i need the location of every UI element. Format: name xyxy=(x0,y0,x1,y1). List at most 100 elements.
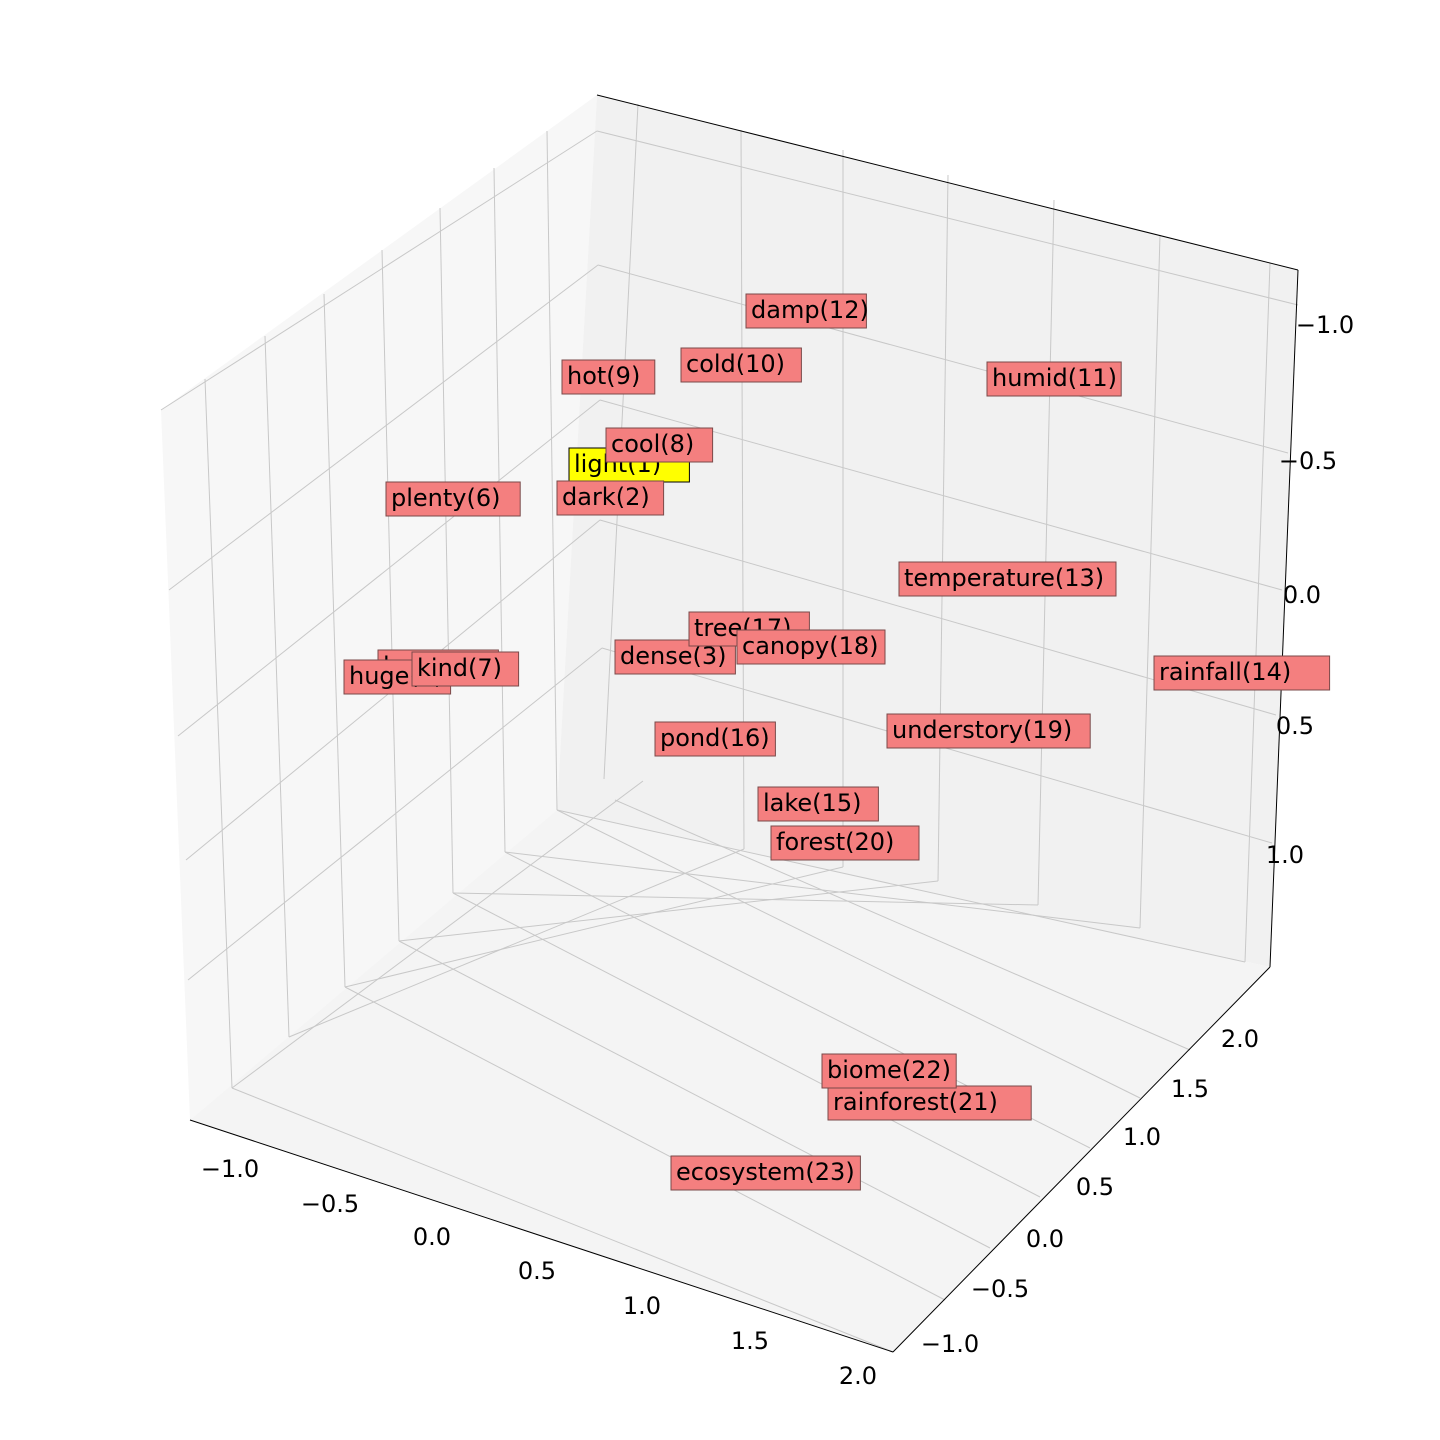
y-tick-label: 0.0 xyxy=(1026,1225,1064,1253)
point-label: rainforest(21) xyxy=(833,1088,998,1116)
point-label-box xyxy=(827,1085,1032,1121)
z-tick-label: 0.0 xyxy=(1283,581,1321,609)
axis-line xyxy=(596,94,1299,271)
axis-line xyxy=(892,966,1271,1353)
left-wall-gridline xyxy=(264,335,290,1038)
floor-gridline xyxy=(452,892,1039,906)
data-point: rainforest(21) xyxy=(827,1085,1032,1121)
floor-gridline xyxy=(288,848,745,1038)
x-tick-label: 2.0 xyxy=(839,1362,877,1390)
x-tick-label: 1.5 xyxy=(731,1327,769,1355)
data-point: forest(20) xyxy=(770,825,920,861)
data-point: ecosystem(23) xyxy=(670,1155,861,1191)
point-label-box xyxy=(1153,655,1331,691)
point-label: biome(22) xyxy=(827,1056,951,1084)
z-tick-label: 1.0 xyxy=(1266,841,1304,869)
data-point: humid(11) xyxy=(986,361,1122,397)
floor-gridline xyxy=(344,866,844,988)
x-tick-label: 0.5 xyxy=(518,1257,556,1285)
axis-lines xyxy=(189,94,1299,1353)
point-label: dark(2) xyxy=(562,483,650,511)
data-point: understory(19) xyxy=(886,713,1091,749)
data-point: canopy(18) xyxy=(736,629,886,665)
y-tick-label: 1.5 xyxy=(1171,1075,1209,1103)
point-label-box xyxy=(411,651,520,687)
left-wall-gridline xyxy=(168,264,599,591)
left-wall-gridline xyxy=(187,647,603,981)
point-label: dense(3) xyxy=(620,642,726,670)
point-label-box xyxy=(821,1053,957,1089)
point-label-box xyxy=(898,561,1117,597)
left-wall-gridline xyxy=(381,249,400,942)
data-point: damp(12) xyxy=(745,293,869,329)
point-label: ecosystem(23) xyxy=(676,1158,855,1186)
point-label-box xyxy=(745,293,867,329)
floor-pane xyxy=(190,810,1270,1352)
point-label: temperature(13) xyxy=(904,564,1104,592)
left-wall-gridline xyxy=(323,293,346,988)
axis-line xyxy=(1269,269,1299,968)
data-point: hot(9) xyxy=(561,359,656,395)
point-label-box xyxy=(556,480,665,516)
floor-gridline xyxy=(398,880,939,942)
floor-gridline xyxy=(556,809,1246,963)
y-tick-label: −0.5 xyxy=(971,1275,1029,1303)
data-points: light(1)dark(2)dense(3)large(4)huge(5)pl… xyxy=(343,293,1331,1191)
right-wall-gridline xyxy=(1037,199,1055,906)
point-label-box xyxy=(770,825,920,861)
data-point: plenty(6) xyxy=(385,481,521,517)
left-wall-gridline xyxy=(177,399,601,737)
tick-labels: −1.0 −0.5 0.0 0.5 1.0 1.5 2.0 −1.0 −0.5 0.0 0.5 1.0… xyxy=(201,311,1354,1390)
floor-gridline xyxy=(452,892,1041,1198)
y-tick-label: −1.0 xyxy=(921,1330,979,1358)
x-tick-label: −1.0 xyxy=(201,1155,259,1183)
axis-line xyxy=(189,1119,894,1353)
grid-lines xyxy=(160,103,1299,1353)
data-point: lake(15) xyxy=(757,786,879,822)
data-point: cold(10) xyxy=(680,347,802,383)
point-label-box xyxy=(886,713,1091,749)
floor-gridline xyxy=(614,799,1191,1051)
y-tick-label: 1.0 xyxy=(1123,1123,1161,1151)
point-label: pond(16) xyxy=(660,724,770,752)
data-point: cool(8) xyxy=(605,427,714,463)
y-tick-label: 0.5 xyxy=(1076,1173,1114,1201)
left-wall-gridline xyxy=(204,378,233,1089)
point-label: hot(9) xyxy=(567,362,640,390)
right-wall-gridline xyxy=(596,130,1299,306)
point-label: rainfall(14) xyxy=(1159,658,1291,686)
data-point: biome(22) xyxy=(821,1053,957,1089)
point-label: damp(12) xyxy=(751,296,869,324)
right-wall-gridline xyxy=(597,264,1289,454)
right-wall-gridline xyxy=(599,399,1283,591)
point-label: forest(20) xyxy=(776,828,894,856)
point-label: understory(19) xyxy=(892,716,1072,744)
data-point: dark(2) xyxy=(556,480,665,516)
point-label: plenty(6) xyxy=(391,484,501,512)
z-tick-label: −0.5 xyxy=(1279,447,1337,475)
point-label: cold(10) xyxy=(686,350,785,378)
floor-gridline xyxy=(398,940,991,1249)
point-label-box xyxy=(385,481,521,517)
data-point: pond(16) xyxy=(654,721,776,757)
point-label-box xyxy=(605,427,714,463)
right-wall-gridline xyxy=(1244,262,1271,963)
point-label-box xyxy=(561,359,656,395)
point-label-box xyxy=(757,786,879,822)
floor-gridline xyxy=(344,986,946,1301)
point-label: cool(8) xyxy=(611,430,694,458)
z-tick-label: −1.0 xyxy=(1296,311,1354,339)
point-label-box xyxy=(986,361,1122,397)
left-wall-gridline xyxy=(160,130,598,411)
data-point: kind(7) xyxy=(411,651,520,687)
y-tick-label: 2.0 xyxy=(1221,1025,1259,1053)
left-pane xyxy=(161,95,597,1120)
point-label: kind(7) xyxy=(417,654,502,682)
x-tick-label: 1.0 xyxy=(623,1292,661,1320)
point-label-box xyxy=(736,629,886,665)
point-label-box xyxy=(670,1155,861,1191)
floor-gridline xyxy=(231,1087,894,1353)
right-wall-gridline xyxy=(1139,234,1161,929)
point-label: lake(15) xyxy=(763,789,861,817)
